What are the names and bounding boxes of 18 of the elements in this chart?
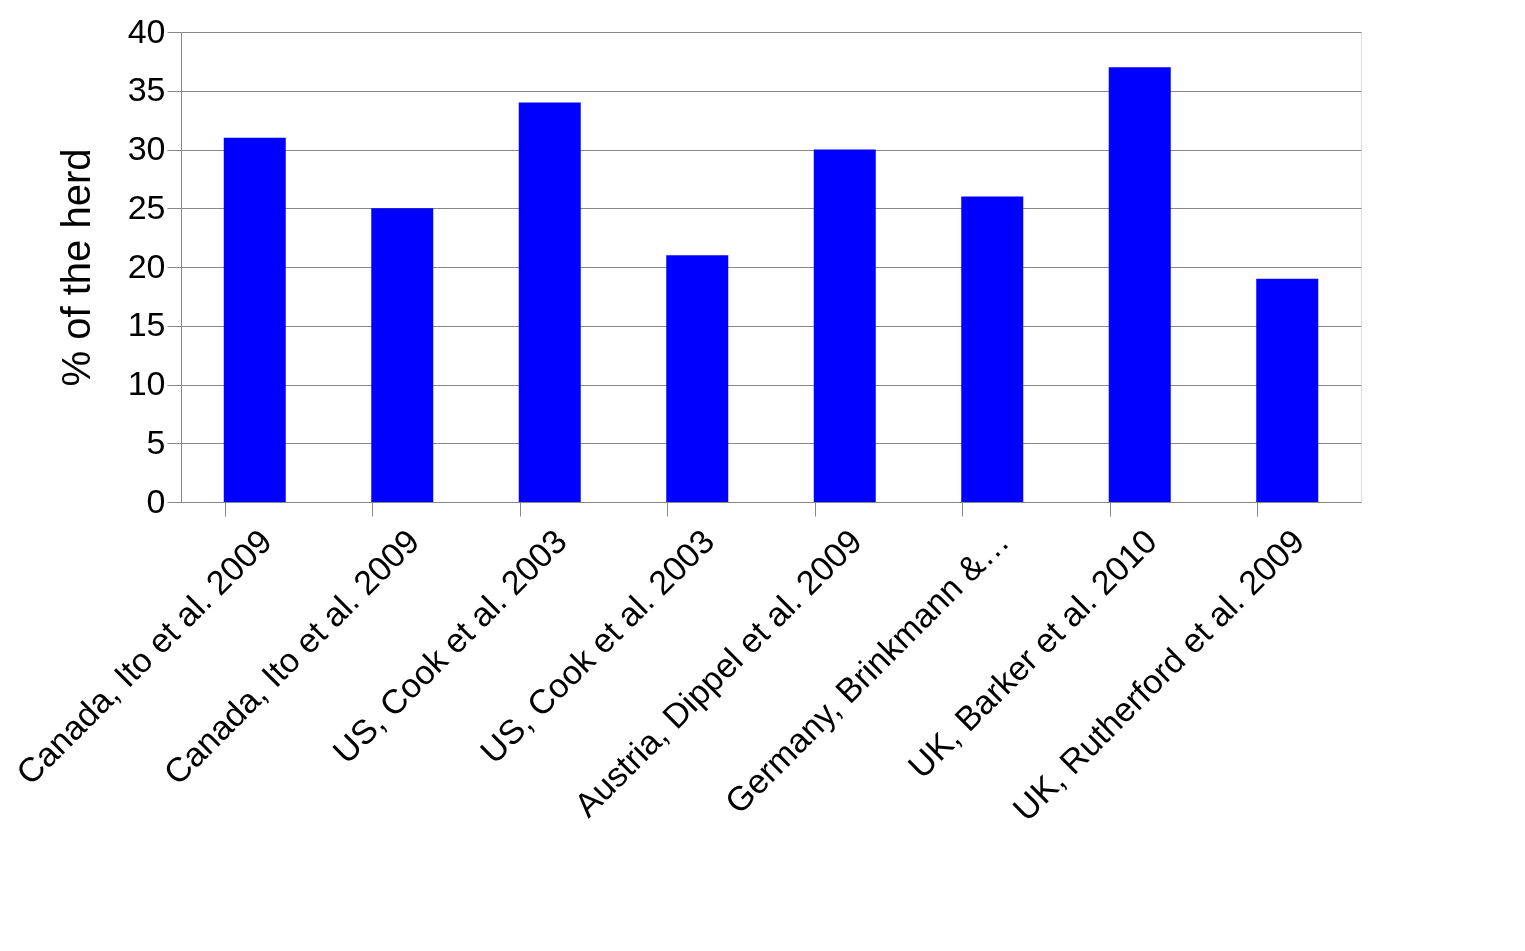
- bar: [518, 102, 581, 502]
- bar: [371, 208, 434, 502]
- y-tick-label: 15: [127, 305, 166, 344]
- bar: [666, 255, 729, 502]
- bar: [1108, 67, 1171, 502]
- bar: [1256, 278, 1319, 502]
- y-axis-title: % of the herd: [53, 148, 98, 387]
- y-tick-label: 20: [127, 246, 166, 285]
- y-tick-label: 35: [127, 70, 166, 109]
- y-tick-label: 25: [127, 187, 166, 226]
- y-tick-label: 10: [127, 364, 166, 402]
- y-tick-label: 40: [127, 11, 166, 50]
- y-tick-label: 5: [146, 422, 166, 461]
- y-tick-label: 0: [146, 481, 166, 520]
- bar: [223, 137, 286, 502]
- y-tick-label: 30: [127, 129, 166, 167]
- bar: [813, 149, 876, 502]
- bar: [961, 196, 1024, 502]
